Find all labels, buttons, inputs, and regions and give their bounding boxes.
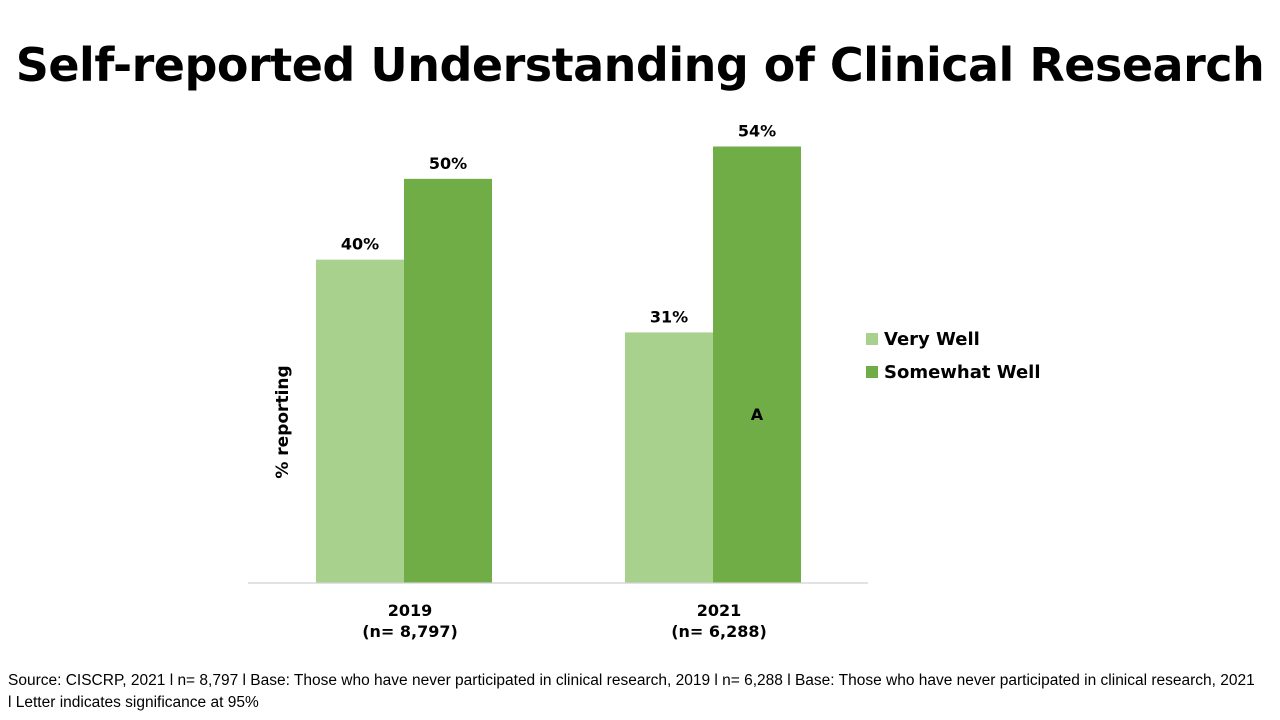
- chart-title: Self-reported Understanding of Clinical …: [15, 38, 1265, 92]
- category-n-label-2019: (n= 8,797): [362, 622, 458, 641]
- data-label-somewhat-well-2021: 54%: [738, 122, 776, 141]
- legend-swatch-very-well: [866, 333, 878, 345]
- category-label-2021: 2021: [697, 601, 742, 620]
- legend: Very Well Somewhat Well: [866, 329, 1041, 383]
- significance-letter: A: [751, 405, 764, 424]
- bar-somewhat-well-2021: [713, 146, 801, 583]
- category-n-label-2021: (n= 6,288): [671, 622, 767, 641]
- y-axis-label: % reporting: [273, 365, 293, 478]
- legend-label-very-well: Very Well: [884, 329, 980, 350]
- bar-group: 40% 50% 31% 54% A: [316, 122, 801, 584]
- category-labels: 2019 (n= 8,797) 2021 (n= 6,288): [362, 601, 767, 641]
- data-label-very-well-2019: 40%: [341, 235, 379, 254]
- data-label-very-well-2021: 31%: [650, 307, 688, 326]
- data-label-somewhat-well-2019: 50%: [429, 154, 467, 173]
- legend-label-somewhat-well: Somewhat Well: [884, 362, 1041, 383]
- category-label-2019: 2019: [388, 601, 433, 620]
- bar-very-well-2021: [625, 332, 713, 583]
- bar-very-well-2019: [316, 259, 404, 583]
- source-note: Source: CISCRP, 2021 l n= 8,797 l Base: …: [8, 672, 1255, 711]
- bar-somewhat-well-2019: [404, 178, 492, 584]
- legend-swatch-somewhat-well: [866, 366, 878, 378]
